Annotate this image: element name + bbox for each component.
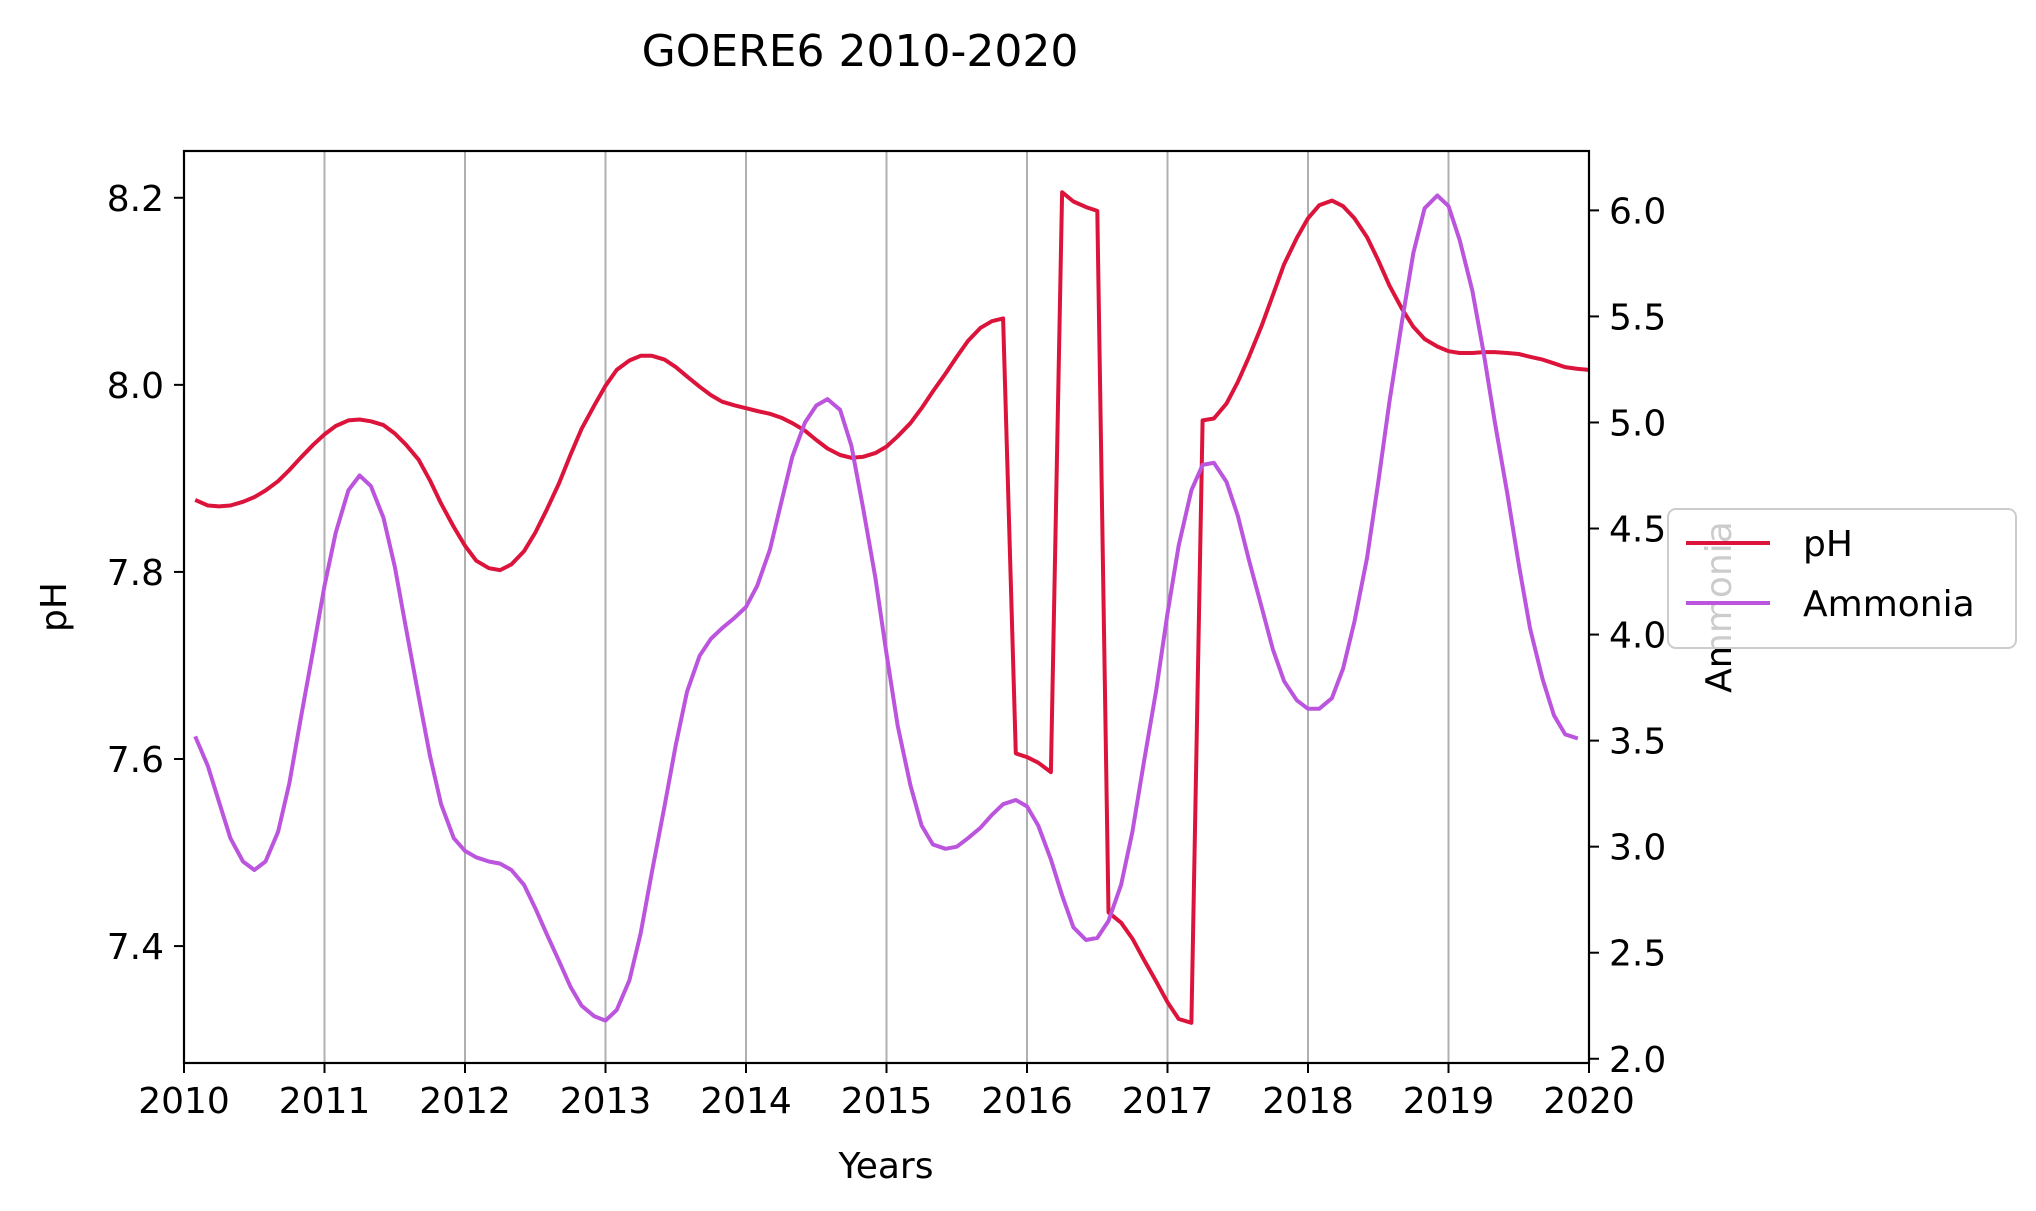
right-y-tick-label-4.5: 4.5 [1609,510,1666,551]
x-tick-label-2014: 2014 [700,1081,792,1122]
left-y-tick-label-7.6: 7.6 [107,740,164,781]
left-y-tick-label-7.4: 7.4 [107,927,164,968]
left-y-tick-label-7.8: 7.8 [107,553,164,594]
series-line-ammonia [193,193,1579,1023]
x-tick-label-2018: 2018 [1262,1081,1354,1122]
x-tick-label-2012: 2012 [419,1081,511,1122]
legend-entry-ammonia: Ammonia [1803,584,1975,625]
legend-entry-ph: pH [1803,524,1853,565]
series-lines [193,190,1590,1025]
x-axis-label: Years [838,1146,934,1187]
x-tick-label-2019: 2019 [1403,1081,1495,1122]
x-tick-label-2013: 2013 [560,1081,652,1122]
x-tick-label-2016: 2016 [981,1081,1073,1122]
legend: pH Ammonia [1667,508,2017,649]
x-tick-label-2015: 2015 [841,1081,933,1122]
right-y-tick-label-2.0: 2.0 [1609,1040,1666,1081]
right-y-tick-label-4.0: 4.0 [1609,616,1666,657]
x-tick-label-2011: 2011 [279,1081,371,1122]
x-tick-label-2017: 2017 [1122,1081,1214,1122]
left-y-tick-label-8.0: 8.0 [107,366,164,407]
left-y-tick-label-8.2: 8.2 [107,179,164,220]
right-y-tick-label-5.5: 5.5 [1609,297,1666,338]
right-y-tick-label-2.5: 2.5 [1609,934,1666,975]
left-y-axis-label: pH [34,582,75,632]
series-line-ph [194,190,1590,1025]
right-y-axis-ticks: 2.0 2.5 3.0 3.5 4.0 4.5 5.0 5.5 6.0 [1589,191,1666,1081]
right-y-tick-label-3.0: 3.0 [1609,828,1666,869]
right-y-tick-label-3.5: 3.5 [1609,722,1666,763]
x-tick-label-2010: 2010 [138,1081,230,1122]
x-axis-ticks: 2010 2011 2012 2013 2014 2015 2016 2017 2018 2019… [138,1063,1635,1122]
left-y-axis-ticks: 7.4 7.6 7.8 8.0 8.2 [107,179,184,968]
chart-title: GOERE6 2010-2020 [642,26,1079,77]
vertical-gridlines [323,151,1450,1063]
right-y-tick-label-5.0: 5.0 [1609,403,1666,444]
right-y-tick-label-6.0: 6.0 [1609,191,1666,232]
x-tick-label-2020: 2020 [1543,1081,1635,1122]
